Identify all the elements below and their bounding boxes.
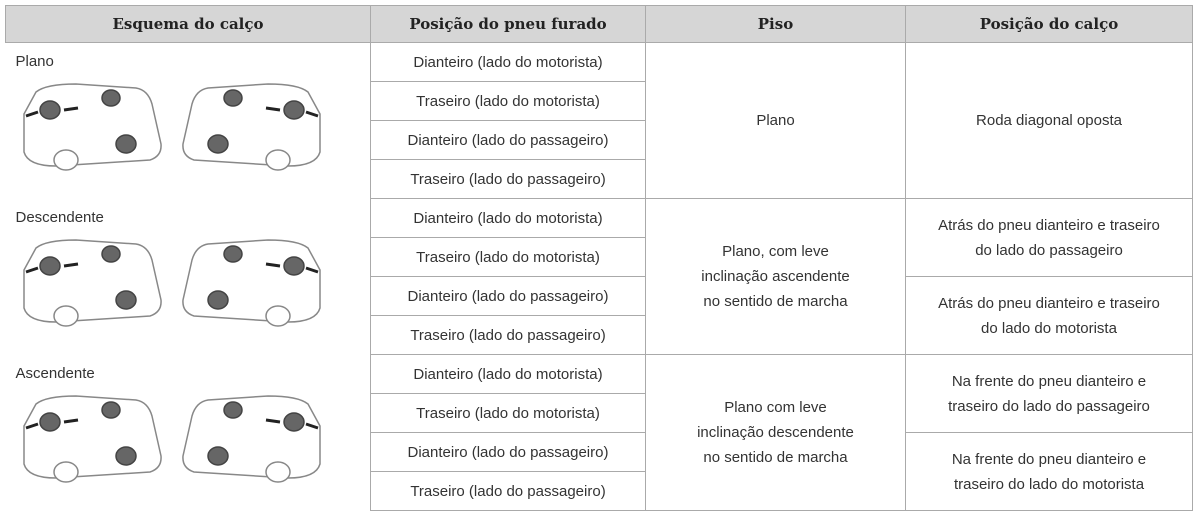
header-cell: Piso: [645, 5, 906, 43]
tire-position: Dianteiro (lado do passageiro): [370, 432, 646, 472]
chock-line: traseiro do lado do passageiro: [948, 397, 1150, 415]
table-row: Dianteiro (lado do passageiro) Atrás do p…: [6, 276, 1193, 355]
car-diagram: [181, 238, 321, 327]
car-diagram: [22, 394, 162, 483]
tire-position: Dianteiro (lado do motorista): [370, 198, 646, 238]
header-cell: Posição do pneu furado: [370, 5, 646, 43]
floor-cell: Plano com leve inclinação descendente no s…: [645, 354, 906, 511]
floor-line: no sentido de marcha: [703, 293, 848, 310]
tire-position: Dianteiro (lado do motorista): [370, 42, 646, 82]
floor-line: inclinação descendente: [697, 424, 854, 441]
scheme-label: Ascendente: [15, 364, 95, 382]
table-row: Traseiro (lado do motorista): [6, 81, 1193, 121]
tire-position: Traseiro (lado do motorista): [370, 81, 646, 121]
chock-table: Esquema do calço Posição do pneu furado …: [5, 5, 1193, 511]
tire-position: Traseiro (lado do passageiro): [370, 471, 646, 511]
scheme-label: Descendente: [15, 208, 104, 226]
table-row: Traseiro (lado do passageiro): [6, 315, 1193, 355]
chock-cell: Na frente do pneu dianteiro e traseiro do…: [905, 432, 1193, 511]
header-cell: Posição do calço: [905, 5, 1193, 43]
scheme-cell: Ascendente: [5, 354, 371, 511]
car-diagram: [181, 394, 321, 483]
tire-position: Traseiro (lado do motorista): [370, 393, 646, 433]
floor-line: no sentido de marcha: [703, 449, 848, 466]
tire-position: Traseiro (lado do passageiro): [370, 315, 646, 355]
tire-position: Traseiro (lado do passageiro): [370, 159, 646, 199]
floor-cell: Plano: [645, 42, 906, 199]
car-diagram: [22, 238, 162, 327]
tire-position: Dianteiro (lado do passageiro): [370, 276, 646, 316]
tire-position: Dianteiro (lado do passageiro): [370, 120, 646, 160]
table-row: Descendente Dianteiro (lado do motorista…: [5, 198, 1193, 355]
chock-line: do lado do motorista: [981, 319, 1117, 337]
chock-cell: Roda diagonal oposta: [905, 42, 1193, 199]
table-row: Ascendente Dianteiro (lado do motorista)…: [5, 354, 1193, 511]
scheme-cell: Descendente: [5, 198, 371, 355]
floor-cell: Plano, com leve inclinação ascendente no s…: [645, 198, 906, 355]
table-row: Dianteiro (lado do passageiro): [6, 120, 1193, 160]
chock-cell: Atrás do pneu dianteiro e traseiro do lad…: [905, 276, 1193, 355]
chock-line: Roda diagonal oposta: [976, 112, 1122, 129]
chock-cell: Na frente do pneu dianteiro e traseiro do…: [905, 354, 1193, 433]
scheme-label: Plano: [15, 53, 54, 70]
table-body: Plano Dianteiro (lado do motorista) Plano…: [5, 42, 1193, 511]
chock-cell: Atrás do pneu dianteiro e traseiro do lad…: [905, 198, 1193, 277]
chock-line: Atrás do pneu dianteiro e traseiro: [938, 216, 1160, 234]
car-diagram: [22, 83, 162, 171]
table-row: Traseiro (lado do passageiro): [6, 471, 1193, 511]
chock-line: do lado do passageiro: [975, 241, 1123, 259]
chock-line: Atrás do pneu dianteiro e traseiro: [938, 294, 1160, 312]
car-diagram: [181, 83, 321, 171]
table-row: Traseiro (lado do motorista): [6, 237, 1193, 277]
tire-position: Dianteiro (lado do motorista): [370, 354, 646, 394]
floor-line: Plano com leve: [724, 399, 827, 416]
table-row: Plano Dianteiro (lado do motorista) Plano…: [5, 42, 1193, 199]
floor-line: Plano: [756, 112, 795, 129]
chock-line: traseiro do lado do motorista: [953, 475, 1145, 493]
tire-position: Traseiro (lado do motorista): [370, 237, 646, 277]
header-cell: Esquema do calço: [5, 5, 371, 43]
floor-line: Plano, com leve: [722, 243, 829, 260]
chock-line: Na frente do pneu dianteiro e: [951, 450, 1147, 468]
header-row: Esquema do calço Posição do pneu furado …: [5, 5, 1193, 43]
floor-line: inclinação ascendente: [701, 268, 850, 285]
scheme-cell: Plano: [5, 42, 371, 199]
chock-line: Na frente do pneu dianteiro e: [951, 372, 1147, 390]
table-row: Traseiro (lado do motorista): [6, 393, 1193, 433]
